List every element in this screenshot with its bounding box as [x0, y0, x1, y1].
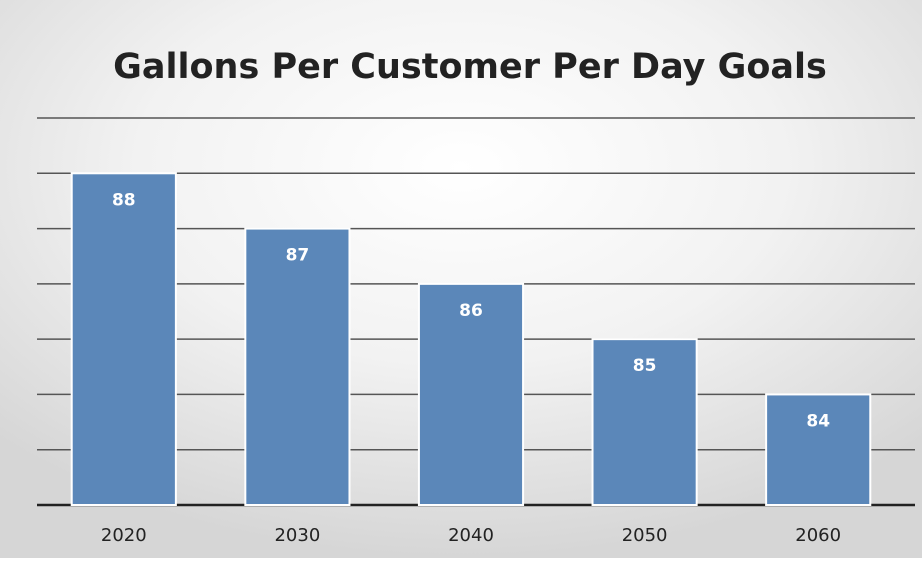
bar [244, 227, 351, 506]
data-label: 87 [286, 246, 310, 266]
bar [70, 172, 177, 507]
data-label: 84 [806, 411, 830, 431]
data-label: 85 [633, 356, 657, 376]
x-tick-label: 2050 [622, 525, 668, 546]
x-tick-label: 2030 [274, 525, 320, 546]
bar [765, 393, 872, 506]
chart-title: Gallons Per Customer Per Day Goals [113, 47, 827, 87]
x-tick-label: 2060 [795, 525, 841, 546]
data-label: 86 [459, 301, 483, 321]
x-tick-label: 2020 [101, 525, 147, 546]
x-tick-label: 2040 [448, 525, 494, 546]
bar [591, 338, 698, 506]
data-label: 88 [112, 190, 136, 210]
bar [417, 282, 525, 506]
